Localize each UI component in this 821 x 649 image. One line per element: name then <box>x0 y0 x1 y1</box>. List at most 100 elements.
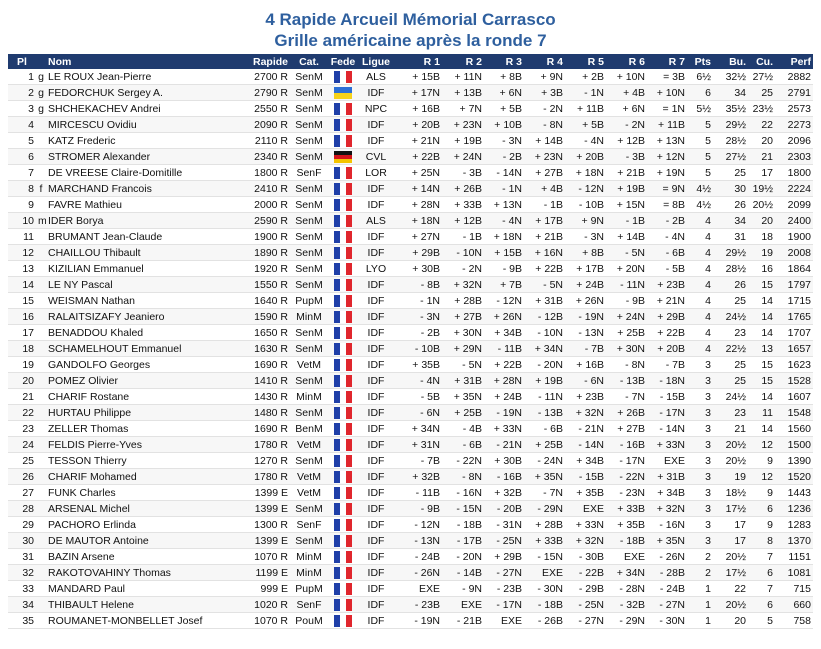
cell: SCHAMELHOUT Emmanuel <box>46 340 240 357</box>
cell: SenM <box>290 340 328 357</box>
cell <box>36 564 46 581</box>
cell: 14 <box>748 420 775 437</box>
cell: 18 <box>8 340 36 357</box>
cell: + 35N <box>442 388 484 405</box>
cell: 13 <box>748 340 775 357</box>
cell: - 3N <box>394 308 442 325</box>
cell: - 21N <box>565 420 606 437</box>
cell: 8 <box>748 532 775 549</box>
player-row: 32 RAKOTOVAHINY Thomas 1199 E MinM IDF - 26N -… <box>8 564 813 581</box>
cell: - 6B <box>442 436 484 453</box>
cell: 2090 R <box>240 116 290 133</box>
cell: - 7N <box>606 388 647 405</box>
cell: - 28B <box>647 564 687 581</box>
cell: 22 <box>713 580 748 597</box>
cell: - 10B <box>394 340 442 357</box>
cell: 5 <box>748 612 775 629</box>
cell <box>36 436 46 453</box>
cell: MIRCESCU Ovidiu <box>46 116 240 133</box>
flag-cell <box>328 148 358 165</box>
cell: 31 <box>8 548 36 565</box>
cell <box>36 244 46 261</box>
cell: - 4N <box>647 228 687 245</box>
cell: + 20B <box>394 116 442 133</box>
column-header: R 2 <box>442 54 484 69</box>
cell: 1630 R <box>240 340 290 357</box>
cell: 20½ <box>713 548 748 565</box>
player-row: 20 POMEZ Olivier 1410 R SenM IDF - 4N + 31B + 2… <box>8 372 813 389</box>
cell: + 28B <box>442 292 484 309</box>
cell: LE ROUX Jean-Pierre <box>46 69 240 85</box>
cell: 1715 <box>775 292 813 309</box>
cell: VetM <box>290 436 328 453</box>
cell: 1657 <box>775 340 813 357</box>
cell: IDF <box>358 580 394 597</box>
cell: - 10N <box>524 324 565 341</box>
cell: + 25B <box>442 404 484 421</box>
cell: + 6N <box>484 84 524 101</box>
cell: - 13B <box>606 372 647 389</box>
cell: 4 <box>8 116 36 133</box>
cell: + 22B <box>484 356 524 373</box>
cell: LE NY Pascal <box>46 276 240 293</box>
player-row: 29 PACHORO Erlinda 1300 R SenF IDF - 12N - 18B… <box>8 516 813 533</box>
cell: 18 <box>748 228 775 245</box>
cell: SenF <box>290 596 328 613</box>
cell: 4 <box>687 324 713 341</box>
cell: + 21B <box>524 228 565 245</box>
cell: - 23B <box>484 580 524 597</box>
flag <box>334 230 352 243</box>
cell: 25 <box>713 372 748 389</box>
cell: 2700 R <box>240 69 290 85</box>
cell: + 32N <box>442 276 484 293</box>
cell: + 35N <box>524 468 565 485</box>
flag <box>334 294 352 307</box>
cell: + 24B <box>484 388 524 405</box>
cell: 5 <box>687 116 713 133</box>
cell: CHARIF Rostane <box>46 388 240 405</box>
cell: - 18B <box>606 532 647 549</box>
player-row: 8 f MARCHAND Francois 2410 R SenM IDF + 14N + 2… <box>8 180 813 197</box>
cell: 2224 <box>775 180 813 197</box>
cell: 4 <box>687 228 713 245</box>
cell: + 2B <box>565 69 606 85</box>
flag-cell <box>328 132 358 149</box>
cell: + 12B <box>442 212 484 229</box>
cell: - 2N <box>524 100 565 117</box>
cell: 3 <box>687 404 713 421</box>
cell: IDF <box>358 180 394 197</box>
cell: + 20B <box>565 148 606 165</box>
cell: + 32N <box>647 500 687 517</box>
cell: SenM <box>290 212 328 229</box>
cell: 4½ <box>687 180 713 197</box>
cell: EXE <box>647 452 687 469</box>
cell: + 18N <box>565 164 606 181</box>
player-row: 28 ARSENAL Michel 1399 E SenM IDF - 9B - 15N - … <box>8 500 813 517</box>
cell: 3 <box>687 452 713 469</box>
cell: 2273 <box>775 116 813 133</box>
cell: IDF <box>358 484 394 501</box>
cell: 1590 R <box>240 308 290 325</box>
cell <box>36 500 46 517</box>
cell: 8 <box>8 180 36 197</box>
flag <box>334 118 352 131</box>
cell: - 30B <box>565 548 606 565</box>
cell: 10 <box>8 212 36 229</box>
cell: 2096 <box>775 132 813 149</box>
cell: 1070 R <box>240 612 290 629</box>
cell: 3 <box>687 484 713 501</box>
player-row: 25 TESSON Thierry 1270 R SenM IDF - 7B - 22N + … <box>8 452 813 469</box>
cell: 1500 <box>775 436 813 453</box>
flag <box>334 310 352 323</box>
cell: - 1B <box>524 196 565 213</box>
flag-cell <box>328 532 358 549</box>
cell: 25 <box>8 452 36 469</box>
cell: - 16B <box>606 436 647 453</box>
cell: - 5B <box>394 388 442 405</box>
player-row: 23 ZELLER Thomas 1690 R BenM IDF + 34N - 4B + 3… <box>8 420 813 437</box>
flag-cell <box>328 420 358 437</box>
cell: 23½ <box>748 100 775 117</box>
cell: - 9B <box>606 292 647 309</box>
cell <box>36 228 46 245</box>
